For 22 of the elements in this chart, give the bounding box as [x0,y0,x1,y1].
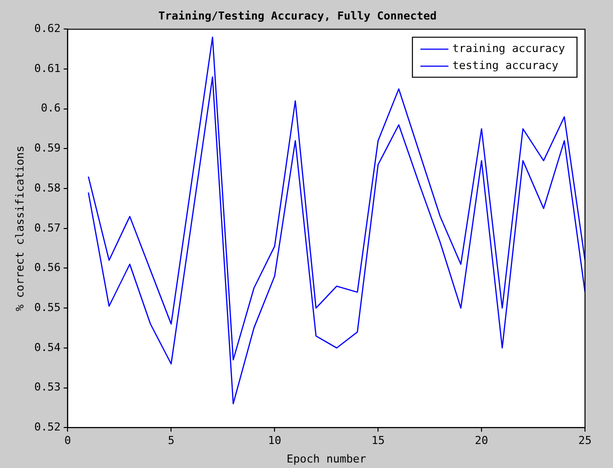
y-axis-title: % correct classifications [13,146,26,312]
x-tick-label: 5 [168,434,174,448]
y-tick-label: 0.57 [34,221,61,234]
y-tick-label: 0.53 [34,380,61,394]
y-tick-label: 0.56 [34,261,61,274]
y-tick-label: 0.61 [34,62,61,75]
y-tick-label: 0.62 [34,22,61,36]
y-tick-label: 0.6 [40,102,61,115]
y-tick-label: 0.52 [34,420,61,434]
x-tick-label: 25 [578,434,592,448]
x-axis-title: Epoch number [286,452,366,466]
chart-title: Training/Testing Accuracy, Fully Connected [158,9,437,22]
y-tick-label: 0.59 [34,142,61,155]
x-tick-label: 10 [268,434,282,448]
x-tick-label: 20 [474,434,488,448]
x-tick-label: 0 [64,434,72,448]
x-tick-label: 15 [371,434,385,448]
y-tick-label: 0.58 [34,181,61,194]
y-tick-label: 0.55 [34,300,61,314]
legend-label: testing accuracy [452,59,559,72]
y-tick-label: 0.54 [34,340,62,354]
legend-label: training accuracy [452,42,566,56]
